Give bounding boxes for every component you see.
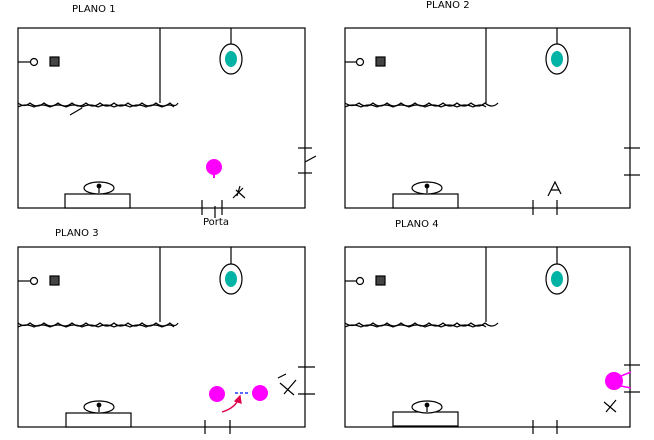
plan-3-outer-wall	[17, 246, 306, 428]
plan-2-outer-wall	[344, 27, 631, 209]
plan-1-title: PLANO 1	[72, 4, 116, 15]
plan-2-gesture-mark	[547, 180, 562, 197]
plan-3-person-figure-end	[252, 385, 268, 401]
plan-1-outer-wall	[17, 27, 306, 209]
plan-1-sink-counter	[64, 193, 131, 209]
plan-2-shower-head-icon	[355, 57, 365, 67]
plan-1-shower-curtain	[17, 102, 179, 107]
plan-4-title: PLANO 4	[395, 219, 439, 230]
plan-1-gesture-mark	[232, 185, 246, 199]
plan-4-outer-wall	[344, 246, 631, 428]
plan-3	[17, 246, 315, 434]
plan-3-title: PLANO 3	[55, 228, 99, 239]
plan-4-shower-head-icon	[355, 276, 365, 286]
plan-3-gesture-mark	[277, 373, 297, 396]
plan-2-drain-icon	[375, 56, 386, 67]
plan-2	[344, 27, 640, 215]
plan-4-drain-icon	[375, 275, 386, 286]
plan-3-person-figure-start	[209, 386, 225, 402]
door-label: Porta	[203, 217, 229, 228]
plan-4	[344, 246, 640, 434]
plan-3-shower-head-icon	[29, 276, 39, 286]
plan-1-shower-head-icon	[29, 57, 39, 67]
plan-1	[17, 27, 317, 218]
plan-4-person-figure	[605, 372, 623, 390]
plan-1-shower-curtain-2	[17, 104, 175, 108]
plan-1-shower-mark	[69, 107, 83, 116]
plan-1-drain-icon	[49, 56, 60, 67]
plan-2-title: PLANO 2	[426, 0, 470, 11]
plan-3-drain-icon	[49, 275, 60, 286]
plan-4-gesture-mark	[603, 399, 617, 413]
plan-3-move-arrow-red	[221, 394, 242, 413]
plan-1-person-figure	[206, 159, 222, 175]
